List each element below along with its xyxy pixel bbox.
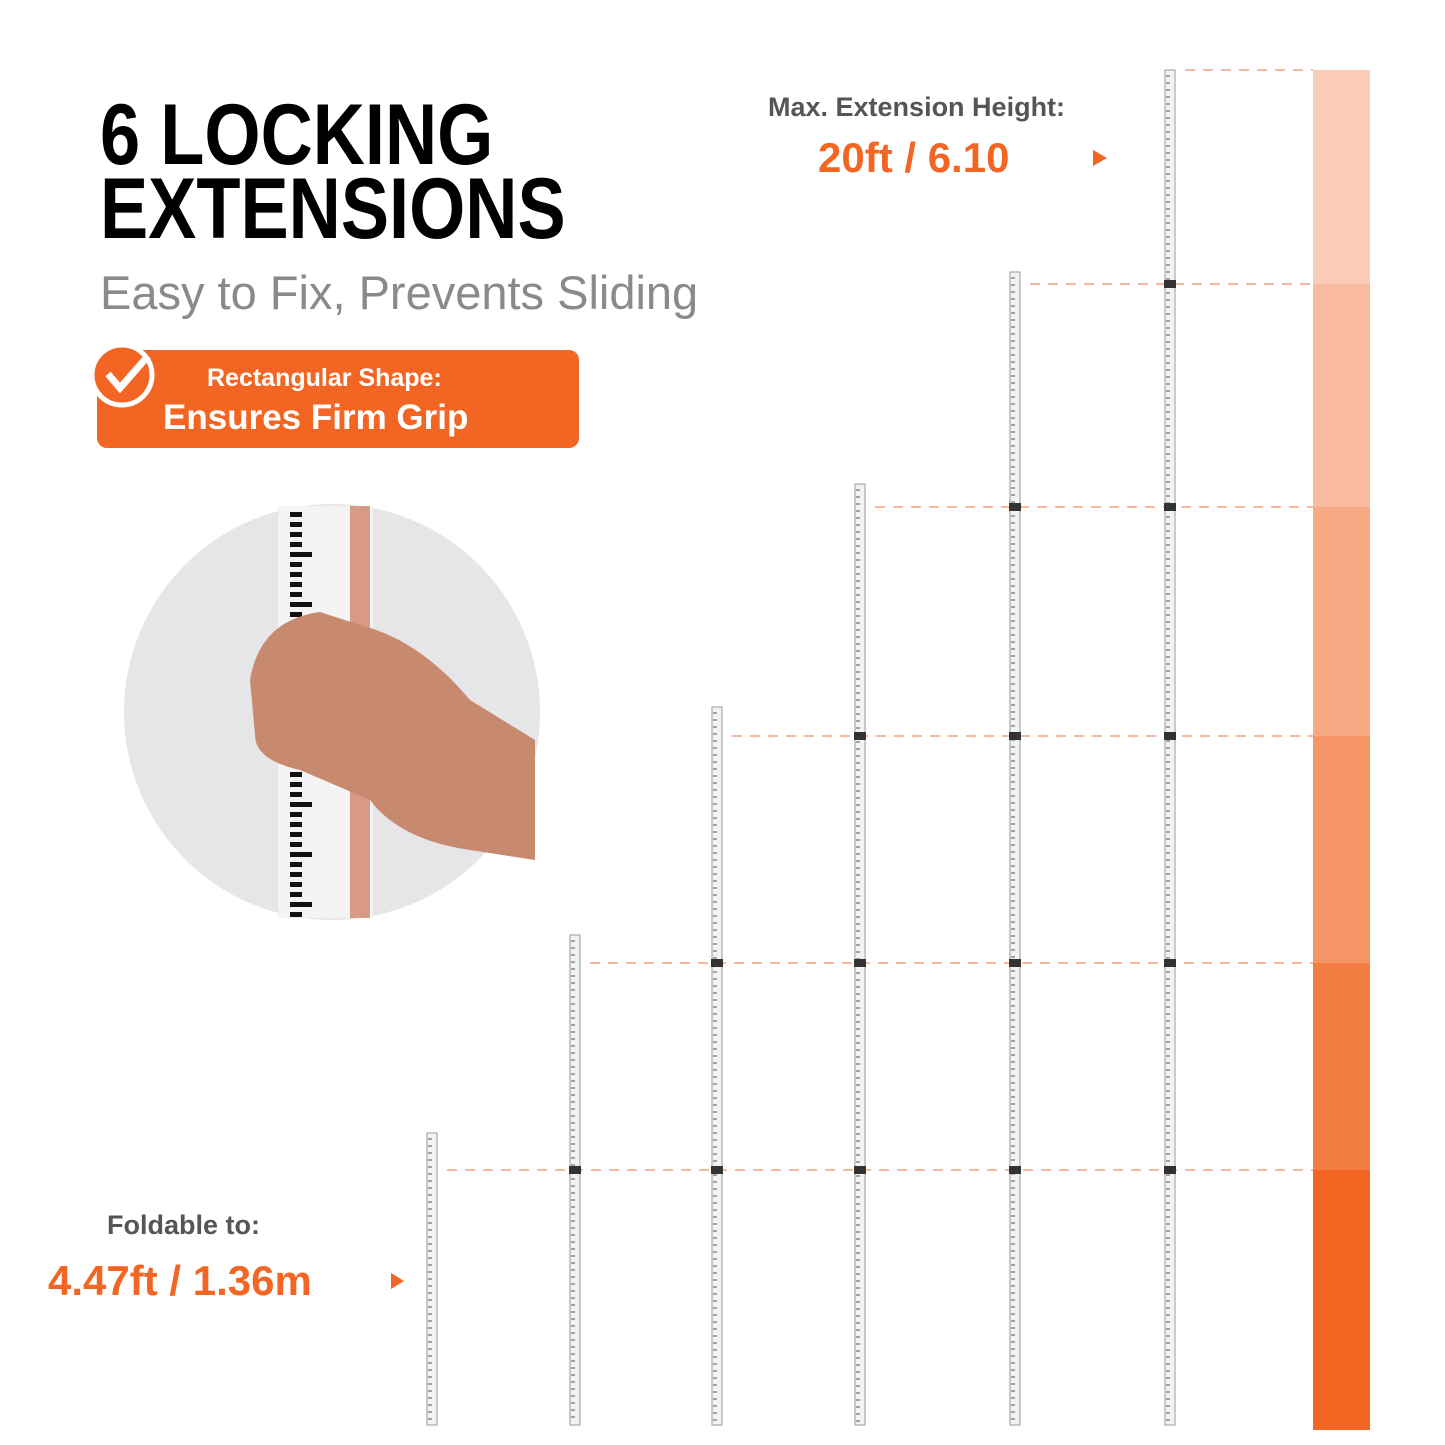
closeup-tick — [290, 902, 312, 907]
closeup-tick — [290, 522, 302, 527]
closeup-tick — [290, 582, 302, 587]
fold-value: 4.47ft / 1.36m — [48, 1257, 312, 1304]
closeup-tick — [290, 612, 302, 617]
rod-joint — [1164, 503, 1176, 511]
closeup-tick — [290, 772, 302, 777]
closeup-tick — [290, 602, 312, 607]
closeup-tick — [290, 512, 302, 517]
badge-bg — [97, 350, 579, 448]
max-value: 20ft / 6.10 — [818, 134, 1010, 181]
badge-label: Rectangular Shape: — [207, 364, 442, 392]
rod — [854, 483, 866, 1426]
closeup-tick — [290, 822, 302, 827]
closeup-tick — [290, 572, 302, 577]
rod-joint — [711, 1166, 723, 1174]
rod-joint — [854, 732, 866, 740]
closeup-tick — [290, 842, 302, 847]
bar-segment — [1313, 70, 1370, 284]
rod — [711, 706, 723, 1426]
closeup-tick — [290, 862, 302, 867]
closeup-tick — [290, 552, 312, 557]
rod-joint — [1009, 503, 1021, 511]
bar-segment — [1313, 1170, 1370, 1430]
closeup-tick — [290, 592, 302, 597]
rod-joint — [1164, 280, 1176, 288]
rods — [426, 69, 1176, 1426]
rod-joint — [854, 959, 866, 967]
closeup-tick — [290, 812, 302, 817]
closeup-tick — [290, 792, 302, 797]
closeup-tick — [290, 892, 302, 897]
height-bar — [447, 69, 1370, 1430]
closeup-tick — [290, 882, 302, 887]
bar-segment — [1313, 284, 1370, 507]
rod-joint — [569, 1166, 581, 1174]
fold-label: Foldable to: — [107, 1210, 260, 1240]
closeup-tick — [290, 542, 302, 547]
subtitle: Easy to Fix, Prevents Sliding — [100, 266, 699, 319]
closeup-tick — [290, 872, 302, 877]
bar-segment — [1313, 963, 1370, 1170]
closeup-tick — [290, 562, 302, 567]
hand — [250, 612, 535, 860]
rod-joint — [854, 1166, 866, 1174]
max-label: Max. Extension Height: — [768, 92, 1066, 122]
bar-segment — [1313, 736, 1370, 963]
rod-joint — [1164, 732, 1176, 740]
rod-joint — [1009, 732, 1021, 740]
rod-joint — [1009, 1166, 1021, 1174]
rod-joint — [1009, 959, 1021, 967]
closeup-tick — [290, 832, 302, 837]
rod — [569, 934, 581, 1426]
badge-text: Ensures Firm Grip — [163, 398, 469, 437]
title: 6 LOCKING — [100, 87, 494, 183]
rod-joint — [711, 959, 723, 967]
arrow — [391, 1273, 404, 1289]
check-icon — [89, 342, 155, 408]
closeup-tick — [290, 782, 302, 787]
closeup-tick — [290, 802, 312, 807]
arrow — [1093, 150, 1107, 166]
closeup-tick — [290, 532, 302, 537]
rod — [1009, 271, 1021, 1426]
title: EXTENSIONS — [100, 161, 566, 257]
bar-segment — [1313, 507, 1370, 736]
rod-joint — [1164, 1166, 1176, 1174]
check-mark — [105, 353, 151, 394]
closeup-tick — [290, 852, 312, 857]
rod-joint — [1164, 959, 1176, 967]
closeup-tick — [290, 912, 302, 917]
